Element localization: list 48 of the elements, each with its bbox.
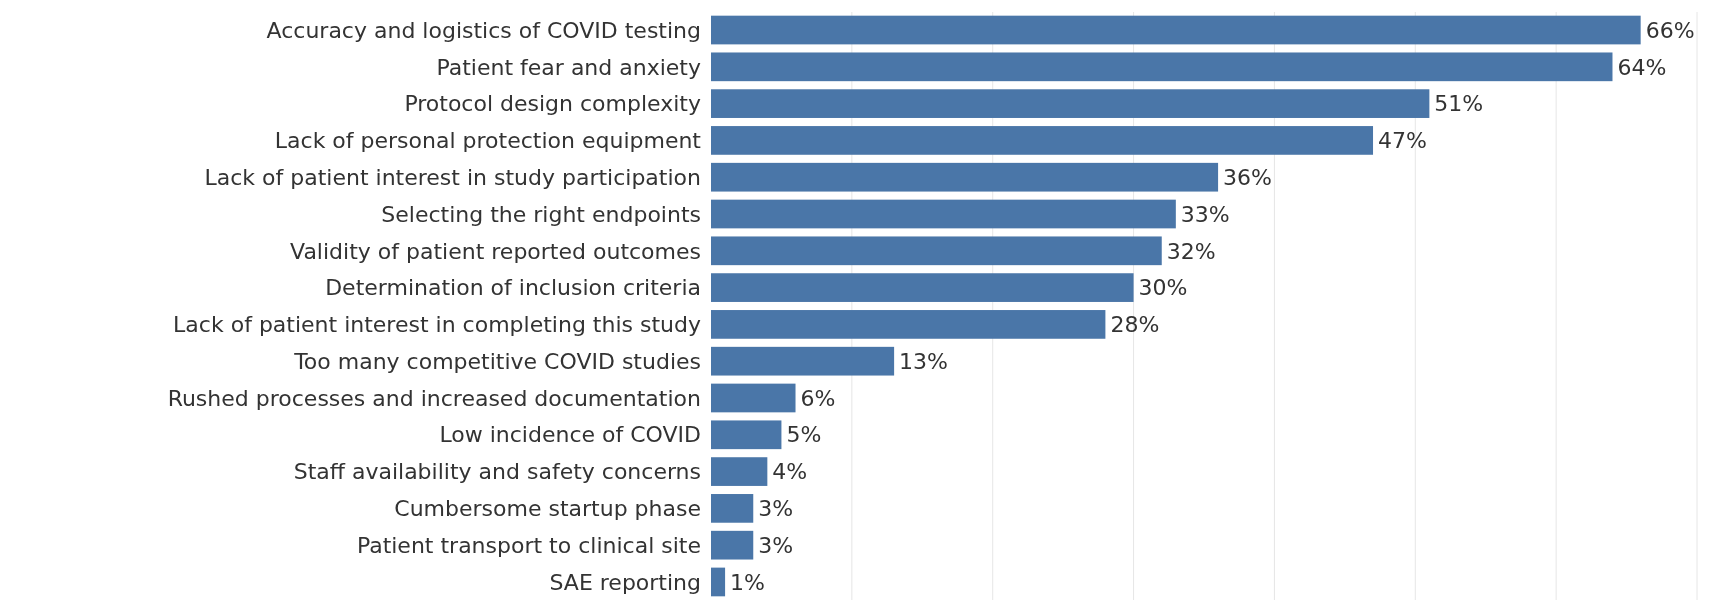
y-tick-label: Lack of patient interest in study participation (204, 164, 701, 190)
y-tick-label: Patient fear and anxiety (436, 54, 701, 80)
y-tick-label: Rushed processes and increased documentation (167, 385, 701, 411)
data-label: 3% (758, 496, 794, 522)
data-label: 5% (786, 422, 822, 448)
y-tick-label: Cumbersome startup phase (394, 496, 701, 522)
bar (711, 52, 1613, 82)
bar (711, 457, 768, 486)
data-label: 36% (1223, 164, 1272, 190)
y-tick-label: SAE reporting (549, 569, 701, 595)
bar (711, 162, 1219, 192)
data-label: 66% (1645, 17, 1695, 43)
data-label: 47% (1378, 128, 1427, 154)
data-label: 3% (758, 532, 794, 558)
y-tick-label: Accuracy and logistics of COVID testing (266, 17, 701, 43)
data-label: 33% (1180, 201, 1230, 227)
y-tick-label: Patient transport to clinical site (356, 532, 701, 558)
y-tick-label: Too many competitive COVID studies (293, 348, 701, 374)
bar (711, 494, 754, 523)
bar (711, 420, 782, 450)
data-label: 13% (899, 348, 949, 374)
bar (711, 383, 796, 413)
y-tick-label: Selecting the right endpoints (381, 201, 701, 227)
bar (711, 273, 1134, 302)
data-label: 30% (1138, 275, 1188, 301)
data-label: 64% (1617, 54, 1667, 80)
data-label: 6% (800, 385, 836, 411)
bar (711, 15, 1641, 45)
data-label: 4% (772, 459, 808, 485)
y-tick-label: Lack of patient interest in completing this study (173, 312, 701, 338)
y-tick-label: Low incidence of COVID (439, 422, 701, 448)
data-label: 1% (730, 569, 765, 595)
data-label: 51% (1434, 91, 1484, 117)
data-label: 28% (1110, 312, 1160, 338)
y-tick-label: Validity of patient reported outcomes (290, 238, 701, 264)
y-tick-label: Determination of inclusion criteria (325, 275, 701, 301)
bar (711, 346, 895, 376)
bar (711, 126, 1374, 155)
bar (711, 310, 1106, 339)
bar (711, 89, 1430, 118)
bar (711, 199, 1176, 229)
y-tick-label: Staff availability and safety concerns (293, 459, 701, 485)
bar (711, 530, 754, 560)
y-tick-label: Protocol design complexity (404, 91, 701, 117)
data-label: 32% (1166, 238, 1216, 264)
y-tick-label: Lack of personal protection equipment (274, 128, 702, 154)
bar (711, 236, 1162, 266)
bar (711, 567, 726, 597)
